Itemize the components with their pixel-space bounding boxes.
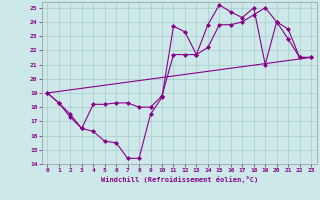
X-axis label: Windchill (Refroidissement éolien,°C): Windchill (Refroidissement éolien,°C) xyxy=(100,176,258,183)
